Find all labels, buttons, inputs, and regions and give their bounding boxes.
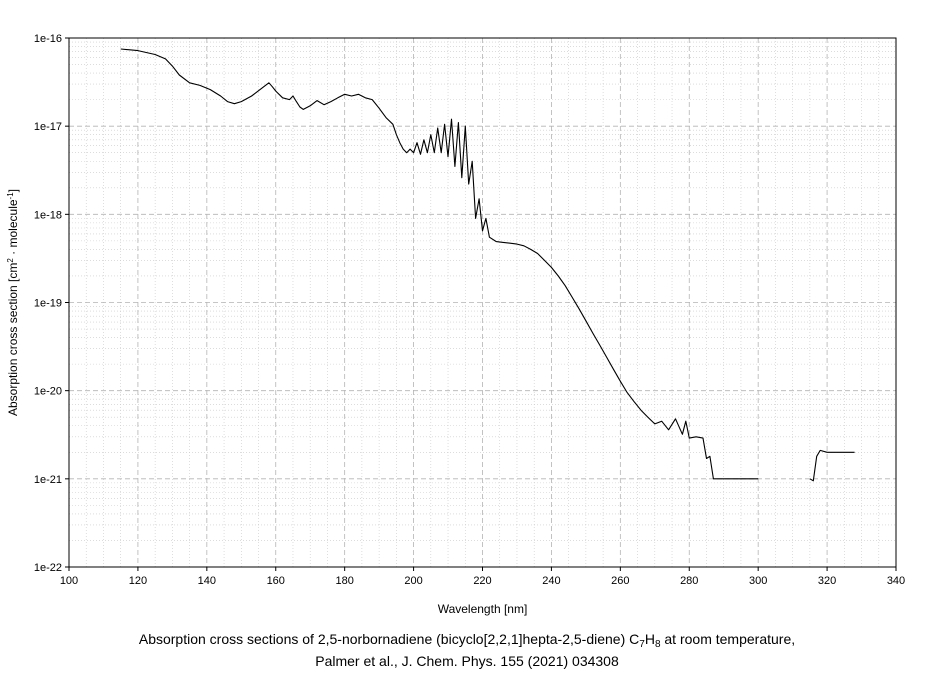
axis-ticks: 100 120 140 160 180 200 220 240 260 280 300 320 340 1… (34, 33, 905, 587)
y-tick-label: 1e-22 (34, 562, 62, 574)
caption-text-b: at room temperature, (660, 631, 796, 647)
caption-line-1: Absorption cross sections of 2,5-norborn… (0, 631, 934, 650)
x-tick-label: 200 (404, 575, 422, 587)
y-axis-label-sup1: 2 (6, 258, 15, 263)
x-tick-label: 180 (335, 575, 353, 587)
chart: 100 120 140 160 180 200 220 240 260 280 300 320 340 1… (6, 33, 906, 616)
caption-line-2: Palmer et al., J. Chem. Phys. 155 (2021)… (315, 653, 619, 669)
series-line-segment (809, 449, 855, 482)
x-tick-label: 220 (473, 575, 491, 587)
x-axis-label: Wavelength [nm] (438, 602, 528, 616)
y-axis-label: Absorption cross section [cm2 · molecule… (6, 189, 21, 416)
x-tick-label: 320 (818, 575, 836, 587)
y-axis-label-end: ] (6, 189, 20, 192)
y-tick-label: 1e-21 (34, 474, 62, 486)
y-tick-label: 1e-17 (34, 121, 62, 133)
y-axis-label-mid: · molecule (6, 199, 20, 258)
caption-text-mid: H (644, 631, 655, 647)
x-tick-label: 340 (887, 575, 905, 587)
caption-sub-2: 8 (654, 639, 661, 650)
series-group (120, 48, 855, 482)
caption-text-a: Absorption cross sections of 2,5-norborn… (138, 631, 640, 647)
y-axis-label-sup2: -1 (6, 192, 15, 200)
y-tick-label: 1e-20 (34, 386, 62, 398)
x-tick-label: 260 (611, 575, 629, 587)
x-tick-label: 140 (198, 575, 216, 587)
y-tick-label: 1e-19 (34, 298, 62, 310)
x-tick-label: 280 (680, 575, 698, 587)
caption-sub-1: 7 (639, 639, 645, 650)
y-tick-label: 1e-16 (34, 33, 62, 45)
x-tick-label: 100 (60, 575, 78, 587)
series-line-segment (120, 48, 759, 480)
x-tick-label: 240 (542, 575, 560, 587)
x-tick-label: 300 (749, 575, 767, 587)
x-tick-label: 160 (267, 575, 285, 587)
x-tick-label: 120 (129, 575, 147, 587)
y-axis-label-base: Absorption cross section [cm (6, 263, 20, 416)
y-tick-label: 1e-18 (34, 209, 62, 221)
